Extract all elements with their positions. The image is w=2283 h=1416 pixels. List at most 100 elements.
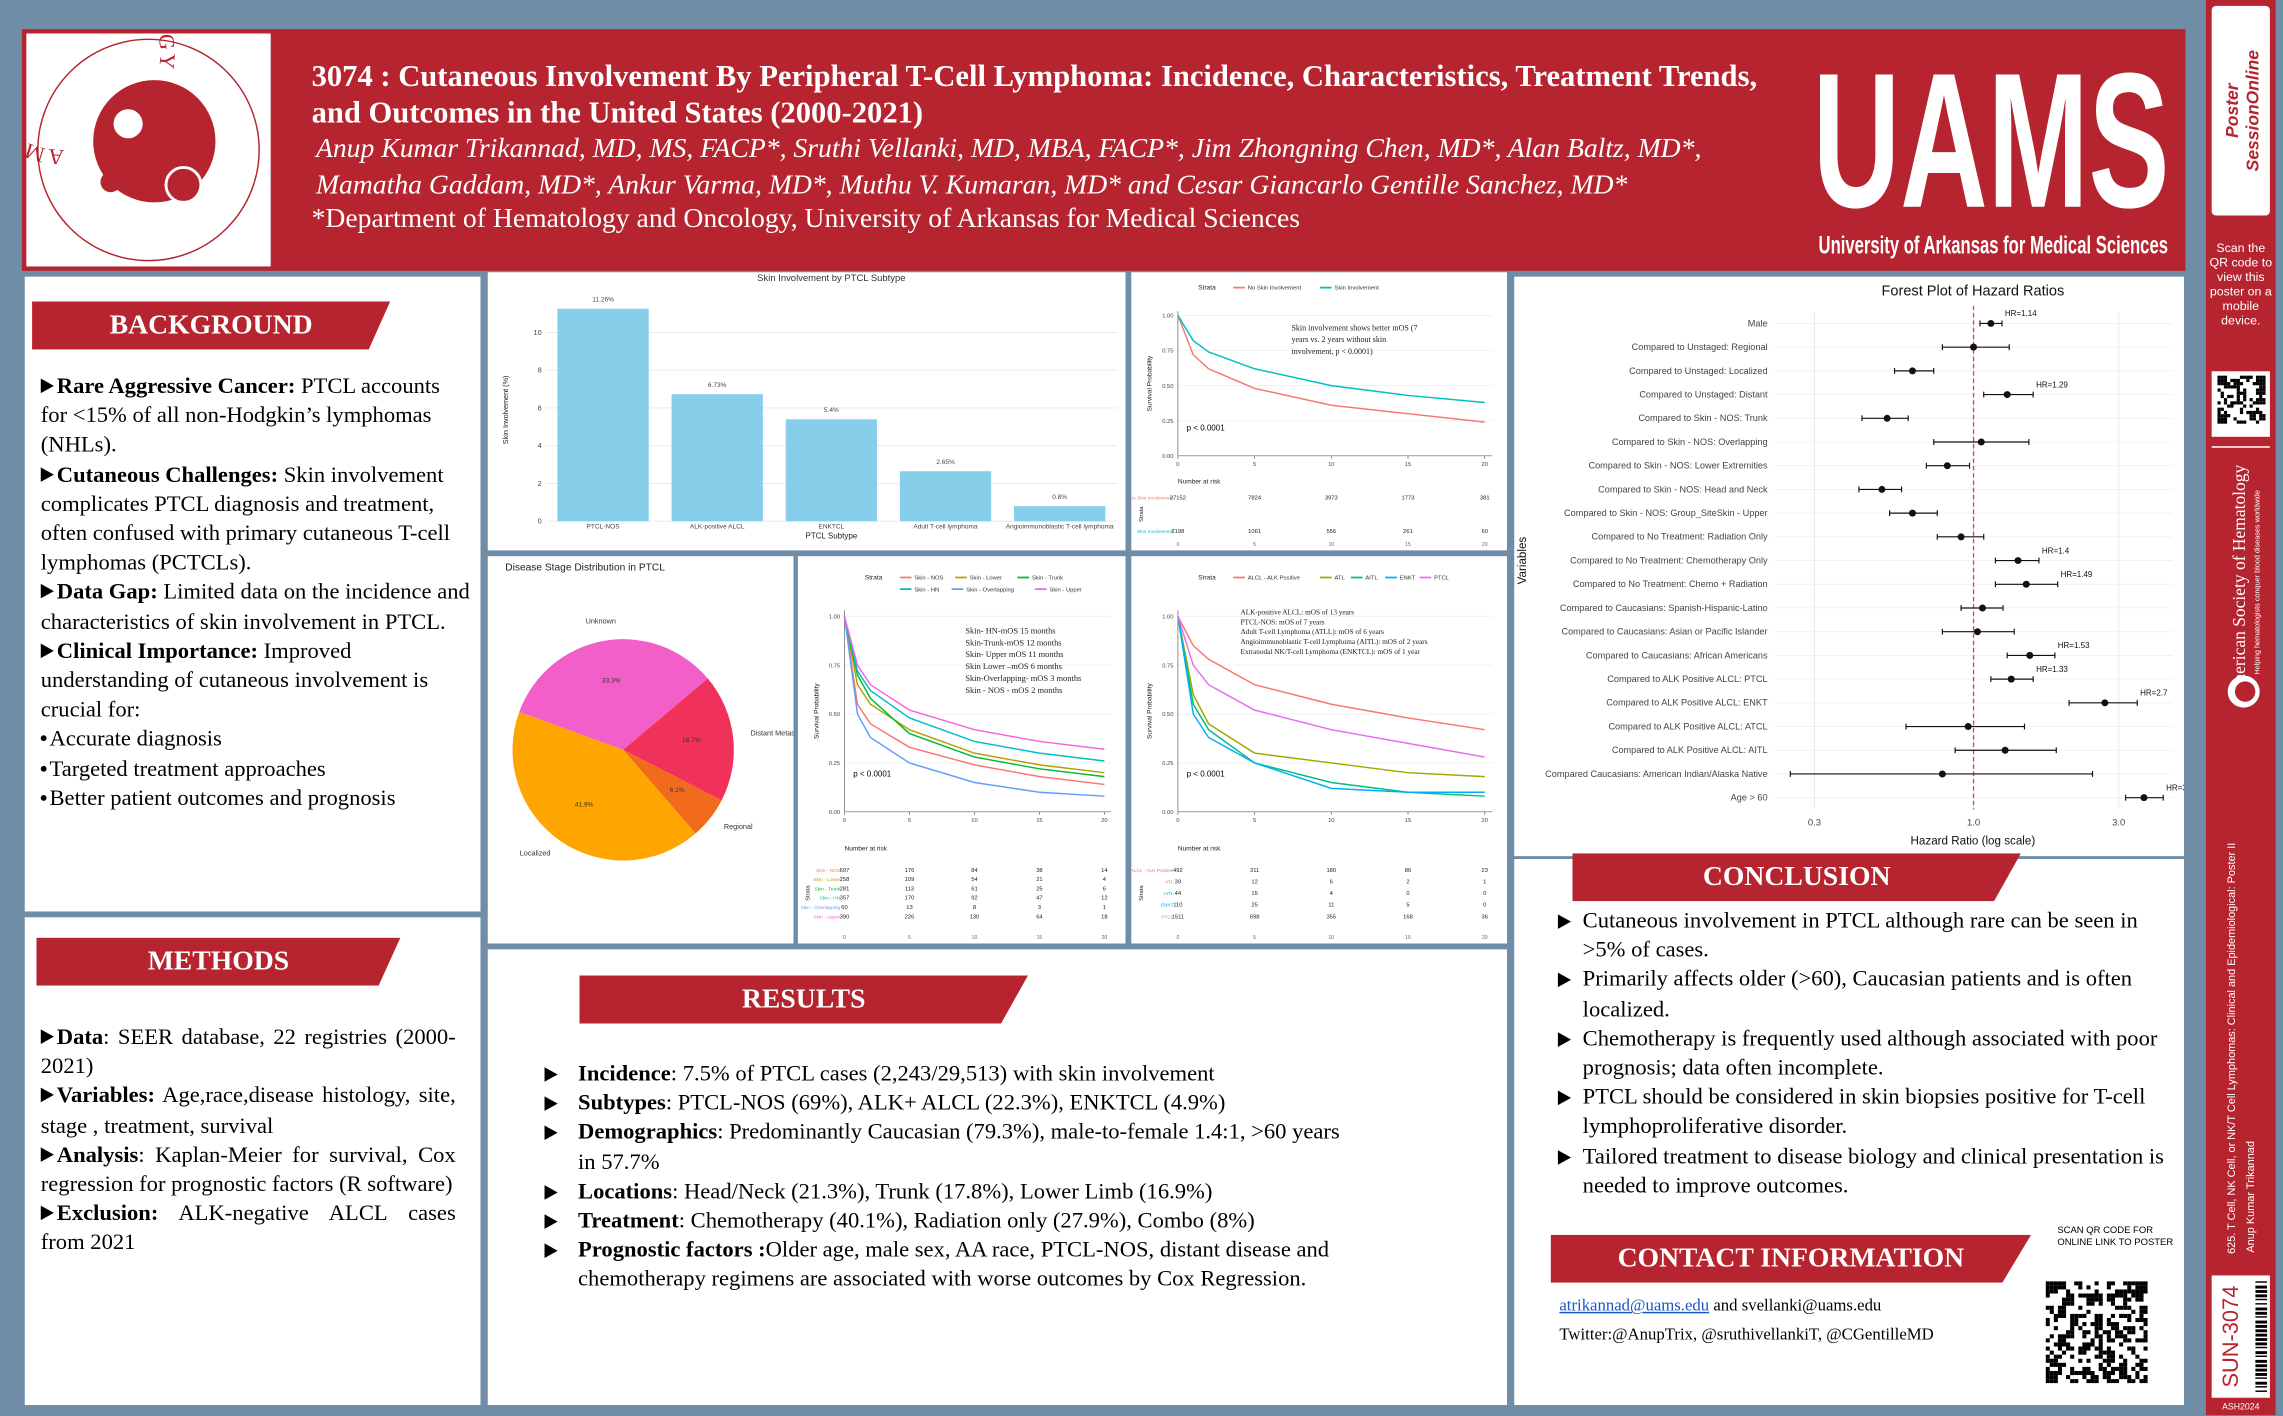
qr-cell xyxy=(2090,1338,2095,1343)
qr-cell xyxy=(2066,1289,2071,1294)
qr-cell xyxy=(2143,1305,2148,1310)
qr-cell xyxy=(2223,375,2228,379)
bullet-text: : SEER database, 22 registries (2000-202… xyxy=(40,1025,456,1080)
qr-cell xyxy=(2098,1322,2103,1327)
qr-cell xyxy=(2255,401,2260,405)
x-tick-label: Angioimmunoblastic T-cell lymphoma xyxy=(1006,524,1114,531)
presenter: Anup Kumar Trikannad xyxy=(2245,1141,2257,1253)
risk-count: 6 xyxy=(1330,879,1333,885)
qr-cell xyxy=(2057,1354,2062,1359)
hr-label: HR=1.53 xyxy=(2058,641,2090,650)
legend-label: Skin Involvement xyxy=(1335,286,1380,292)
x-tick-label: 10 xyxy=(1328,462,1334,468)
bullet-item: Cutaneous involvement in PTCL although r… xyxy=(1555,907,2167,966)
qr-cell xyxy=(2114,1305,2120,1310)
qr-cell xyxy=(2106,1293,2111,1298)
qr-cell xyxy=(2236,394,2240,399)
qr-cell xyxy=(2053,1375,2058,1380)
qr-cell xyxy=(2262,375,2266,379)
logo-cell xyxy=(100,171,121,193)
qr-cell xyxy=(2053,1285,2058,1290)
hr-point xyxy=(1987,319,1995,327)
qr-cell xyxy=(2119,1330,2124,1335)
authors: Anup Kumar Trikannad, MD, MS, FACP*, Sru… xyxy=(316,131,1701,204)
qr-cell xyxy=(2135,1354,2140,1359)
qr-cell xyxy=(2053,1317,2058,1323)
qr-cell xyxy=(2123,1281,2128,1286)
bullet-item: Tailored treatment to disease biology an… xyxy=(1555,1142,2167,1201)
p-value: p < 0.0001 xyxy=(1187,424,1226,433)
qr-cell xyxy=(2057,1305,2062,1310)
qr-cell xyxy=(2220,382,2224,386)
qr-cell xyxy=(2061,1305,2067,1310)
y-tick-label: 0.75 xyxy=(829,663,840,669)
qr-cell xyxy=(2045,1370,2050,1376)
risk-count: 14 xyxy=(1101,868,1108,874)
bullet-lead: Subtypes xyxy=(578,1090,666,1116)
bar-stripe xyxy=(2255,1294,2268,1298)
qr-cell xyxy=(2233,378,2237,383)
risk-row-label: Skin - Upper xyxy=(813,914,840,920)
qr-cell xyxy=(2066,1301,2071,1306)
risk-count: 12 xyxy=(1251,879,1257,885)
qr-cell xyxy=(2098,1293,2103,1298)
bullet-text: Older age, male sex, AA race, PTCL-NOS, … xyxy=(578,1237,1330,1293)
bullet-text: : 7.5% of PTCL cases (2,243/29,513) with… xyxy=(670,1061,1215,1087)
scan-note: Scan the QR code to view this poster on … xyxy=(2209,240,2273,328)
risk-count: 1 xyxy=(1483,879,1486,885)
x-tick-label: 0 xyxy=(1176,542,1179,548)
qr-cell xyxy=(2217,378,2221,383)
risk-count: 92 xyxy=(971,896,977,902)
qr-cell xyxy=(2070,1317,2075,1323)
qr-cell xyxy=(2106,1358,2111,1363)
risk-count: 381 xyxy=(1480,495,1490,501)
qr-cell xyxy=(2074,1281,2079,1286)
x-tick-label: 15 xyxy=(1405,935,1411,941)
annotation: Skin - NOS - mOS 2 months xyxy=(965,685,1062,695)
qr-cell xyxy=(2127,1289,2132,1294)
qr-cell xyxy=(2045,1379,2050,1384)
qr-cell xyxy=(2094,1346,2099,1351)
qr-cell xyxy=(2255,378,2260,383)
qr-cell xyxy=(2114,1326,2120,1331)
qr-cell xyxy=(2262,388,2266,392)
risk-title: Number at risk xyxy=(1178,479,1221,486)
ash-logo: AMERICAN SOCIETY OF HEMATOLOGY xyxy=(26,33,271,267)
x-tick-label: 10 xyxy=(971,818,977,824)
risk-count: 258 xyxy=(840,877,850,883)
survival-curve xyxy=(1177,615,1485,731)
qr-cell xyxy=(2233,382,2237,386)
qr-cell xyxy=(2255,388,2260,392)
risk-count: 15 xyxy=(1251,891,1257,897)
pie-slice xyxy=(512,711,696,861)
qr-cell xyxy=(2249,404,2253,408)
risk-count: 1773 xyxy=(1402,495,1415,501)
qr-cell xyxy=(2110,1326,2115,1331)
bullet-lead: Treatment xyxy=(578,1208,679,1234)
qr-cell xyxy=(2110,1354,2115,1359)
sidebar: Poster SessionOnline American Society of… xyxy=(2205,0,2276,1416)
risk-count: 3973 xyxy=(1325,495,1338,501)
qr-cell xyxy=(2220,417,2224,421)
y-tick-label: 1.00 xyxy=(1162,314,1173,320)
bullet-text: : Predominantly Caucasian (79.3%), male-… xyxy=(578,1120,1340,1175)
hr-label: HR=1.49 xyxy=(2061,570,2093,579)
qr-cell xyxy=(2057,1281,2062,1286)
tagline: Helping hematologists conquer blood dise… xyxy=(2253,490,2262,675)
risk-count: 25 xyxy=(1036,886,1042,892)
qr-cell xyxy=(2127,1285,2132,1290)
qr-cell xyxy=(2049,1362,2054,1367)
slice-label: Unknown xyxy=(586,617,616,626)
qr-cell xyxy=(2262,391,2266,395)
bullet-item: Variables: Age,race,disease histology, s… xyxy=(41,1082,456,1141)
risk-count: 21 xyxy=(1036,877,1042,883)
risk-count: 47 xyxy=(1036,896,1042,902)
risk-strata: Strata xyxy=(806,885,812,901)
x-tick-label: 5 xyxy=(1253,935,1256,941)
qr-cell xyxy=(2131,1330,2136,1335)
hr-label: HR=1.14 xyxy=(2005,309,2037,318)
qr-cell xyxy=(2086,1370,2091,1376)
email-link[interactable]: atrikannad@uams.edu xyxy=(1559,1297,1710,1315)
title-line: 3074 : Cutaneous Involvement By Peripher… xyxy=(311,58,1758,94)
hr-point xyxy=(1964,723,1972,731)
